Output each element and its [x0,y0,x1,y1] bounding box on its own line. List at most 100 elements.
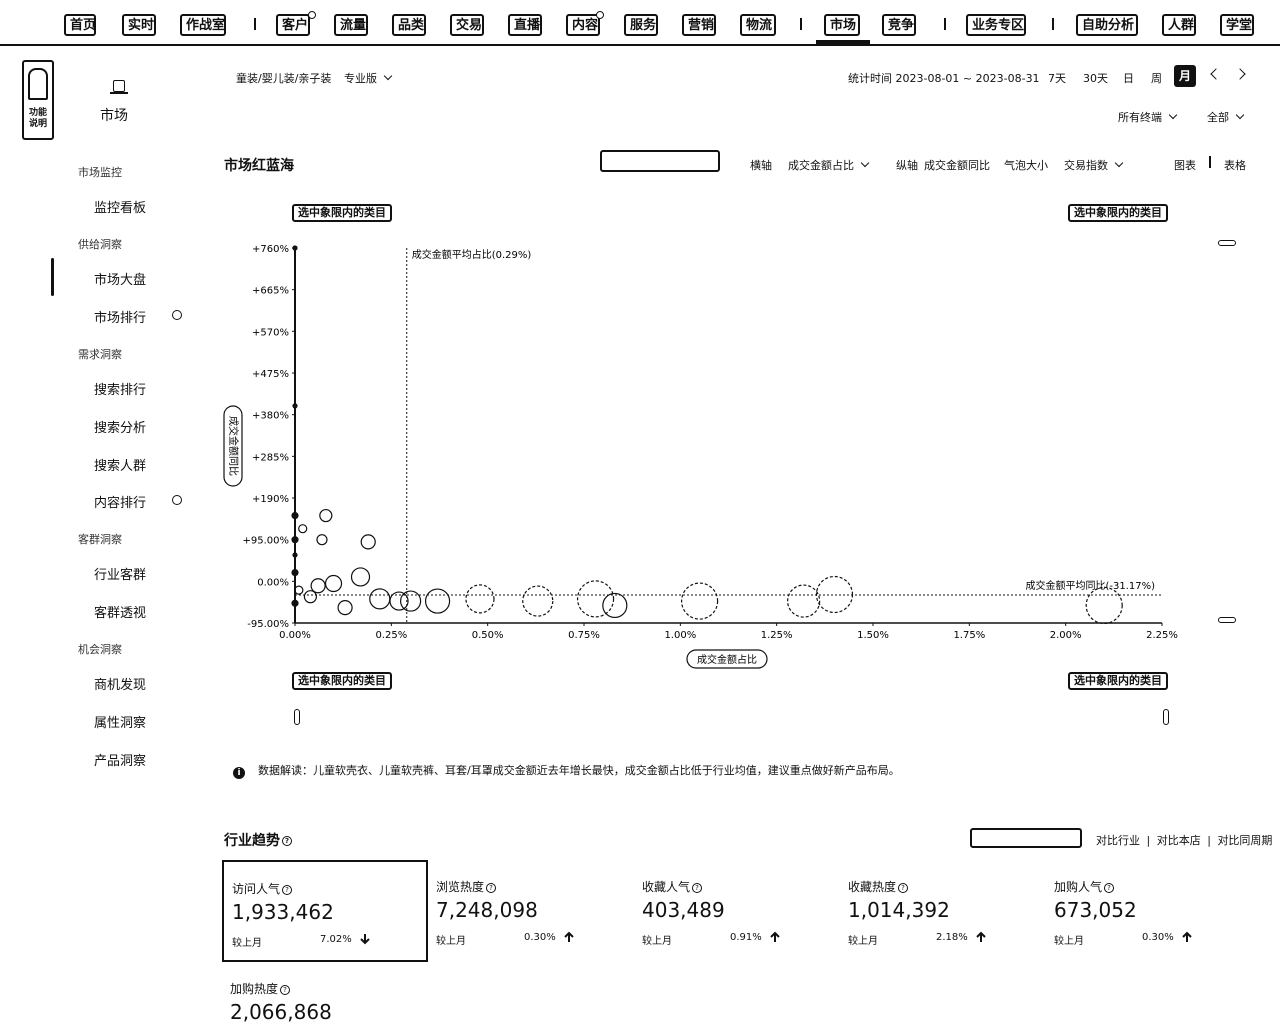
scope-select[interactable]: 全部 [1207,109,1245,125]
sidebar-item-search-crowd[interactable]: 搜索人群 [94,459,147,474]
new-badge-icon [172,495,182,505]
chevron-left-icon[interactable] [1210,68,1222,80]
help-icon[interactable]: ? [280,984,291,995]
nav-competition[interactable]: 竞争 [882,14,916,36]
nav-content[interactable]: 内容 [566,14,600,36]
sidebar-item-monitor-board[interactable]: 监控看板 [94,201,147,216]
nav-business-zone[interactable]: 业务专区 [966,14,1026,36]
category-path[interactable]: 童装/婴儿装/亲子装 [236,72,332,85]
metric-card[interactable]: 访问人气? 1,933,462 较上月 7.02% [222,860,428,962]
y-tick-label: +95.00% [242,536,289,547]
metric-compare-label: 较上月 [848,936,878,947]
period-day[interactable]: 日 [1123,72,1134,85]
period-month[interactable]: 月 [1174,65,1196,87]
redblue-scatter-chart[interactable]: +760% +665% +570% +475% +380% +285% +190% +95.0… [222,238,1182,670]
tab-divider [1209,156,1211,168]
sidebar-group-label: 机会洞察 [78,643,122,656]
sidebar-item-market-ranking[interactable]: 市场排行 [94,311,147,326]
view-table-tab[interactable]: 表格 [1224,159,1246,172]
y-tick-label: +475% [252,369,289,380]
market-icon [110,78,128,94]
sidebar-active-indicator [51,258,54,296]
nav-self-analysis[interactable]: 自助分析 [1076,14,1138,36]
scatter-point [815,575,854,614]
sidebar-item-search-analysis[interactable]: 搜索分析 [94,421,147,436]
sidebar-item-search-ranking[interactable]: 搜索排行 [94,383,147,398]
avg-x-label: 成交金额平均占比(0.29%) [412,248,532,261]
help-icon[interactable]: ? [282,836,292,846]
nav-crowd[interactable]: 人群 [1162,14,1196,36]
help-icon[interactable]: ? [1104,882,1115,893]
metric-card[interactable]: 加购人气? 673,052 较上月 0.30% [1046,860,1252,962]
quadrant-top-right-button[interactable]: 选中象限内的类目 [1068,204,1168,222]
nav-academy[interactable]: 学堂 [1220,14,1254,36]
x-axis-select[interactable]: 成交金额占比 [788,157,870,173]
quadrant-top-left-button[interactable]: 选中象限内的类目 [292,204,392,222]
metric-change-pct: 2.18% [936,932,968,943]
sidebar-item-opportunity[interactable]: 商机发现 [94,678,147,693]
metric-card[interactable]: 收藏人气? 403,489 较上月 0.91% [634,860,840,962]
nav-separator [254,18,256,30]
help-icon[interactable]: ? [282,884,293,895]
metric-card[interactable]: 加购热度? 2,066,868 [222,962,428,1034]
sidebar-item-product-insight[interactable]: 产品洞察 [94,754,147,769]
y-tick-label: -95.00% [247,619,289,630]
sidebar-item-content-ranking[interactable]: 内容排行 [94,496,147,511]
nav-live[interactable]: 直播 [508,14,542,36]
period-week[interactable]: 周 [1151,72,1162,85]
quadrant-bottom-right-button[interactable]: 选中象限内的类目 [1068,672,1168,690]
quadrant-bottom-left-button[interactable]: 选中象限内的类目 [292,672,392,690]
bubble-size-select[interactable]: 交易指数 [1064,157,1124,173]
sidebar-group-label: 客群洞察 [78,533,122,546]
scatter-point [319,508,333,523]
help-icon[interactable]: ? [898,882,909,893]
help-icon[interactable]: ? [486,882,497,893]
chevron-down-icon [1168,110,1178,120]
nav-marketing[interactable]: 营销 [682,14,716,36]
nav-customer[interactable]: 客户 [276,14,310,36]
nav-logistics[interactable]: 物流 [740,14,776,36]
metric-card[interactable]: 收藏热度? 1,014,392 较上月 2.18% [840,860,1046,962]
sidebar-group-label: 供给洞察 [78,238,122,251]
logo-text: 功能说明 [28,108,47,129]
nav-category[interactable]: 品类 [392,14,426,36]
help-icon[interactable]: ? [692,882,703,893]
chevron-down-icon [383,71,393,81]
compare-period[interactable]: 对比同周期 [1217,834,1273,847]
nav-home[interactable]: 首页 [64,14,96,36]
feature-guide-logo[interactable]: 功能说明 [22,60,54,140]
x-zoom-right-handle[interactable] [1163,709,1169,725]
scatter-point [400,590,422,612]
metric-card[interactable]: 浏览热度? 7,248,098 较上月 0.30% [428,860,634,962]
scatter-point [787,584,821,618]
nav-trade[interactable]: 交易 [450,14,484,36]
sidebar-item-industry-customers[interactable]: 行业客群 [94,568,147,583]
y-axis-select[interactable]: 成交金额同比 [924,159,990,172]
chevron-right-icon[interactable] [1234,68,1246,80]
view-chart-tab[interactable]: 图表 [1174,159,1196,172]
mascot-icon [28,68,48,100]
nav-war-room[interactable]: 作战室 [180,14,226,36]
compare-industry[interactable]: 对比行业 [1096,834,1140,847]
sidebar-item-market-overview[interactable]: 市场大盘 [94,273,147,288]
y-tick-label: +760% [252,244,289,255]
x-tick-label: 1.00% [664,630,696,641]
period-30d[interactable]: 30天 [1083,72,1108,85]
nav-separator [944,18,946,30]
period-7d[interactable]: 7天 [1048,72,1066,85]
sidebar-item-attribute-insight[interactable]: 属性洞察 [94,716,147,731]
y-zoom-bottom-handle[interactable] [1218,617,1236,623]
nav-realtime[interactable]: 实时 [122,14,156,36]
x-zoom-left-handle[interactable] [294,709,300,725]
sidebar-item-customer-insight[interactable]: 客群透视 [94,606,147,621]
terminal-select[interactable]: 所有终端 [1118,109,1178,125]
nav-service[interactable]: 服务 [624,14,658,36]
arrow-up-icon [564,931,574,942]
nav-market[interactable]: 市场 [824,14,860,36]
scatter-point [424,588,451,614]
compare-shop[interactable]: 对比本店 [1156,834,1201,847]
y-zoom-top-handle[interactable] [1218,240,1236,246]
arrow-up-icon [1182,931,1192,942]
nav-traffic[interactable]: 流量 [334,14,368,36]
edition-select[interactable]: 专业版 [344,70,393,86]
